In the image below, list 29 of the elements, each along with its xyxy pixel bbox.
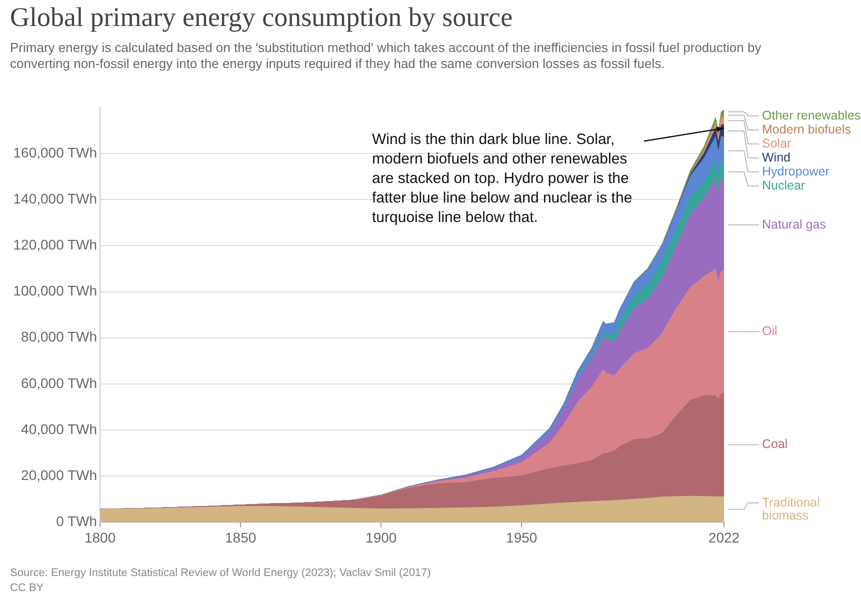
text: Nuclear xyxy=(762,178,806,192)
y-tick-label: 140,000 TWh xyxy=(13,190,98,206)
annotation: Wind is the thin dark blue line. Solar, modern biofuels and other renewables are stacked on top. Hydro power is the fatter blue line below and nuclear is the turquoise line below that. xyxy=(372,130,632,226)
x-tick-label: 1800 xyxy=(84,529,116,546)
text: Natural gas xyxy=(762,217,826,232)
text: Solar xyxy=(762,136,792,150)
x-tick-label: 1850 xyxy=(225,529,256,546)
y-tick-label: 160,000 TWh xyxy=(13,144,98,160)
chart-subtitle: Primary energy is calculated based on the 'substitution method' which takes account of the inefficiencies in fossil fuel production by converting non-fossil energy into the energy inputs required if they had the same conversion losses as fossil fuels. xyxy=(10,40,762,72)
y-tick-label: 60,000 TWh xyxy=(21,374,98,391)
text: Wind xyxy=(762,150,791,164)
source-note: Source: Energy Institute Statistical Review of World Energy (2023); Vaclav Smil (2017) xyxy=(10,566,431,581)
text: CC BY xyxy=(10,581,45,596)
text: Hydropower xyxy=(762,164,830,178)
text: Modern biofuels xyxy=(762,122,851,136)
y-tick-label: 80,000 TWh xyxy=(21,328,98,345)
x-tick-label: 1900 xyxy=(366,529,397,546)
text: Oil xyxy=(762,324,778,338)
x-tick-label: 1950 xyxy=(506,529,538,546)
text: Other renewables xyxy=(762,108,861,122)
y-tick-label: 40,000 TWh xyxy=(21,420,98,437)
y-tick-label: 20,000 TWh xyxy=(21,466,98,483)
y-tick-label: 120,000 TWh xyxy=(13,236,98,253)
text: Coal xyxy=(762,437,788,452)
y-tick-label: 100,000 TWh xyxy=(13,282,98,299)
text: Traditional biomass xyxy=(762,495,820,522)
x-tick-label: 2022 xyxy=(708,529,740,546)
chart-title: Global primary energy consumption by source xyxy=(10,2,513,33)
y-tick-label: 0 TWh xyxy=(56,513,98,530)
